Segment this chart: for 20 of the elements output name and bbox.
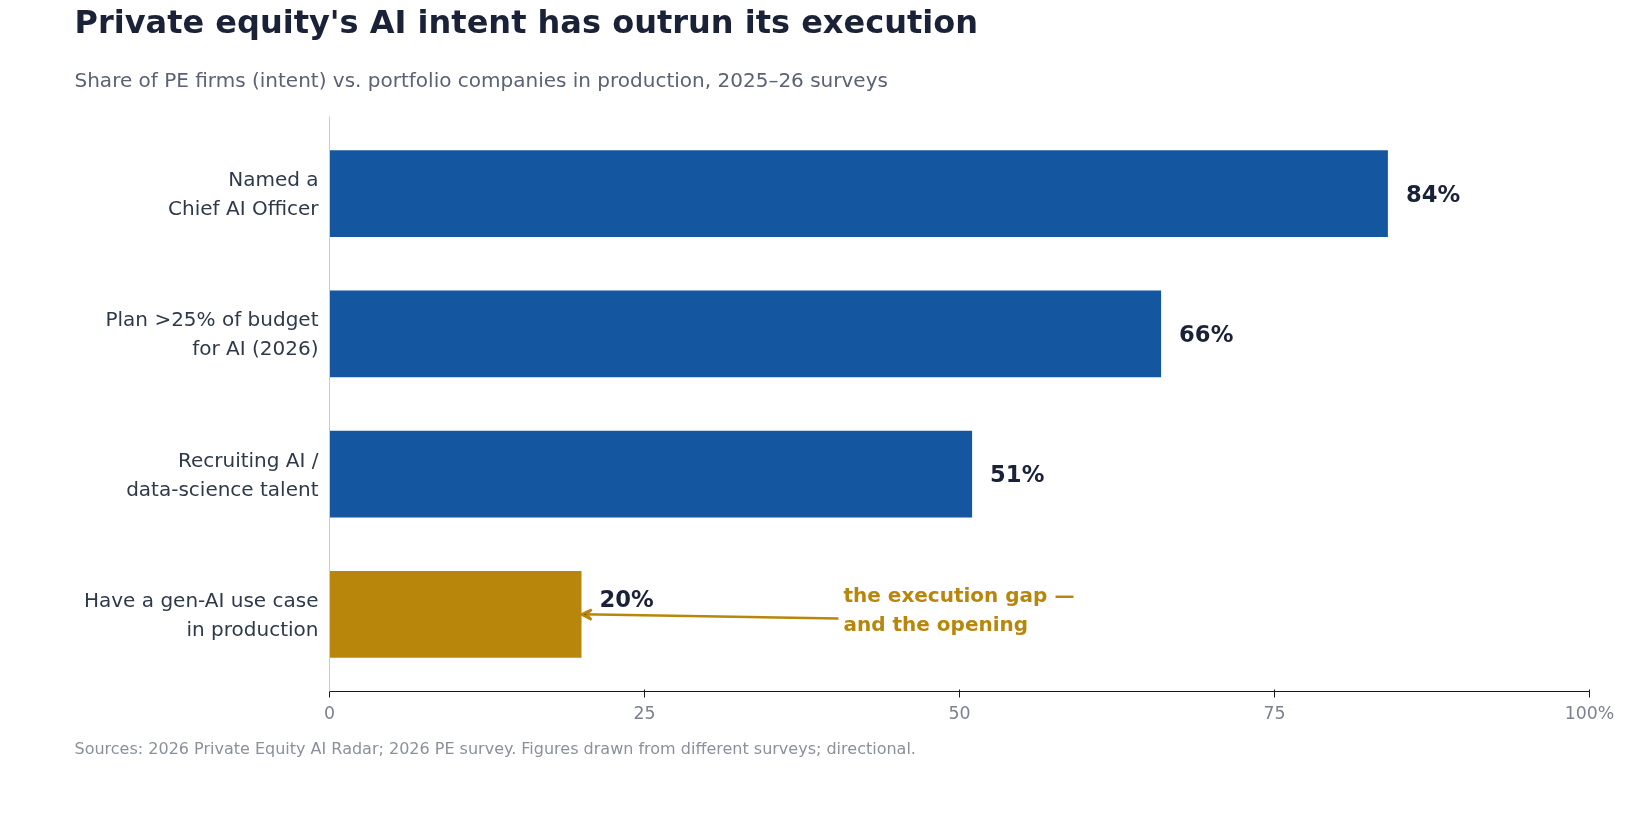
bar [329, 150, 1388, 238]
data-label: 84% [1405, 180, 1461, 207]
x-tick-label: 0 [323, 702, 336, 723]
bar [329, 430, 973, 518]
chart-subtitle: Share of PE firms (intent) vs. portfolio companies in production, 2025–26 surveys [74, 67, 888, 92]
x-tick-label: 100% [1564, 702, 1615, 723]
data-label: 20% [599, 586, 654, 613]
y-tick-label: Named a Chief AI Officer [168, 167, 320, 221]
chart-title: Private equity's AI intent has outrun its execution [74, 2, 978, 41]
source-note: Sources: 2026 Private Equity AI Radar; 2026 PE survey. Figures drawn from different surveys; directional. [74, 738, 916, 758]
bar [329, 290, 1162, 378]
y-tick-label: Plan >25% of budget for AI (2026) [105, 307, 319, 361]
x-tick-label: 50 [948, 702, 971, 723]
data-label: 51% [990, 461, 1045, 488]
y-tick-label: Have a gen-AI use case in production [83, 587, 319, 641]
data-label: 66% [1179, 320, 1234, 347]
y-tick-label: Recruiting AI / data-science talent [126, 447, 319, 501]
x-tick-label: 25 [633, 702, 656, 723]
x-tick-label: 75 [1263, 702, 1286, 723]
annotation: the execution gap — and the opening [843, 582, 1075, 636]
